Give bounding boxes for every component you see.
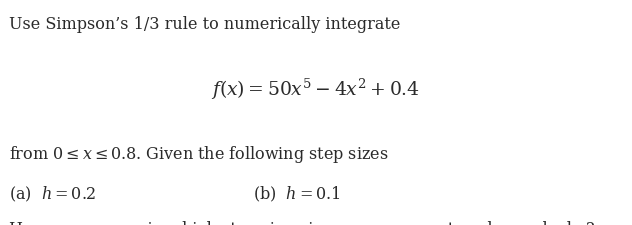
Text: (b)  $h=0.1$: (b) $h=0.1$ xyxy=(253,184,341,204)
Text: $f(x) = 50x^5 - 4x^2 + 0.4$: $f(x) = 50x^5 - 4x^2 + 0.4$ xyxy=(212,76,420,102)
Text: Use Simpson’s 1/3 rule to numerically integrate: Use Simpson’s 1/3 rule to numerically in… xyxy=(9,16,401,33)
Text: (a)  $h=0.2$: (a) $h=0.2$ xyxy=(9,184,97,204)
Text: from $0\leq x\leq 0.8$. Given the following step sizes: from $0\leq x\leq 0.8$. Given the follow… xyxy=(9,144,389,165)
Text: Hence, compare in which step size gives more accurate value and why?: Hence, compare in which step size gives … xyxy=(9,220,595,225)
